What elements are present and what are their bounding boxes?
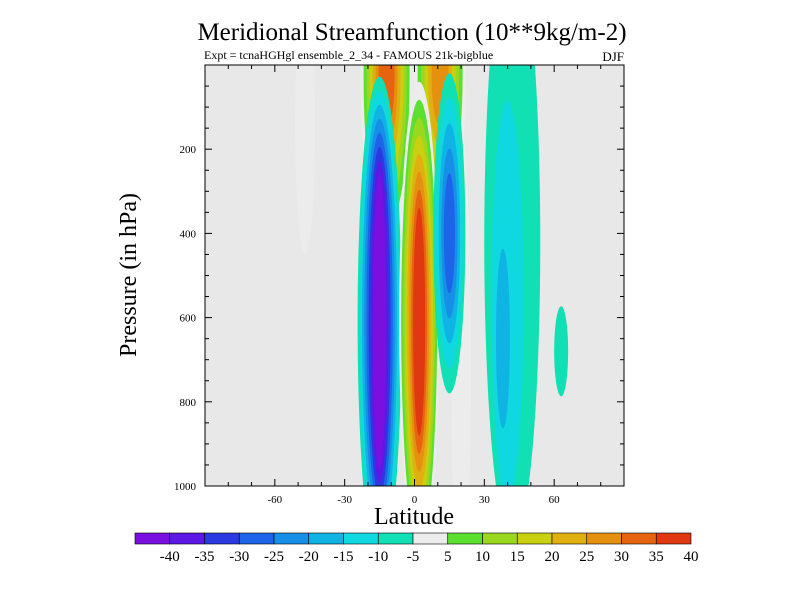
colorbar-swatch (482, 532, 518, 545)
colorbar-swatch (551, 532, 588, 545)
colorbar-label: -40 (160, 549, 180, 565)
colorbar-swatch (516, 532, 553, 545)
colorbar-label: 20 (545, 549, 560, 565)
contour-cell20n-25 (443, 173, 456, 294)
colorbar: -40 -35 -30 -25 -20 -15 -10 -5 5 10 15 20 25 30 35 40 (134, 532, 699, 565)
x-tick-label: -60 (267, 494, 282, 506)
x-axis-label: Latitude (374, 504, 454, 530)
colorbar-swatch (238, 532, 275, 545)
contour-hadley-north-40 (413, 207, 426, 436)
colorbar-swatch (169, 532, 205, 545)
colorbar-swatch (621, 532, 657, 545)
colorbar-label: -30 (229, 549, 249, 565)
colorbar-label: -15 (334, 549, 354, 565)
colorbar-label: -20 (299, 549, 319, 565)
contour-ferrel-5b (554, 306, 569, 397)
colorbar-swatch (412, 532, 449, 545)
colorbar-swatch (273, 532, 310, 545)
colorbar-swatch (655, 532, 692, 545)
colorbar-label: 10 (475, 549, 490, 565)
colorbar-label: 40 (684, 549, 699, 565)
y-tick-label: 200 (180, 144, 197, 156)
axes: -60 -30 0 30 60 200 400 600 800 1000 (174, 65, 625, 506)
x-tick-label: 30 (479, 494, 491, 506)
contour-cell40s (295, 65, 316, 254)
colorbar-swatch (204, 532, 240, 545)
y-tick-label: 1000 (174, 481, 197, 493)
y-tick-label: 400 (180, 228, 197, 240)
colorbar-swatch (343, 532, 379, 545)
y-axis-label: Pressure (in hPa) (116, 193, 142, 357)
colorbar-swatch (447, 532, 483, 545)
y-tick-label: 600 (180, 313, 197, 325)
x-tick-label: 0 (412, 494, 418, 506)
colorbar-label: 25 (579, 549, 594, 565)
colorbar-label: -10 (368, 549, 388, 565)
contour-hadley-south-40 (372, 174, 387, 469)
colorbar-label: -25 (264, 549, 284, 565)
contour-ferrel-15 (495, 248, 510, 429)
colorbar-label: 35 (649, 549, 664, 565)
colorbar-label: 30 (614, 549, 629, 565)
x-tick-label: -30 (337, 494, 352, 506)
colorbar-swatch (586, 532, 622, 545)
season-label: DJF (602, 49, 624, 64)
colorbar-swatch (308, 532, 344, 545)
colorbar-label: 5 (444, 549, 452, 565)
chart-subtitle: Expt = tcnaHGHgl ensemble_2_34 - FAMOUS … (204, 48, 493, 62)
chart-title: Meridional Streamfunction (10**9kg/m-2) (197, 19, 626, 46)
colorbar-label: -5 (407, 549, 420, 565)
colorbar-swatch (377, 532, 414, 545)
colorbar-swatch (134, 532, 171, 545)
x-tick-label: 60 (549, 494, 561, 506)
contour-field (295, 65, 569, 486)
y-tick-label: 800 (180, 397, 197, 409)
colorbar-label: -35 (195, 549, 215, 565)
colorbar-label: 15 (510, 549, 525, 565)
